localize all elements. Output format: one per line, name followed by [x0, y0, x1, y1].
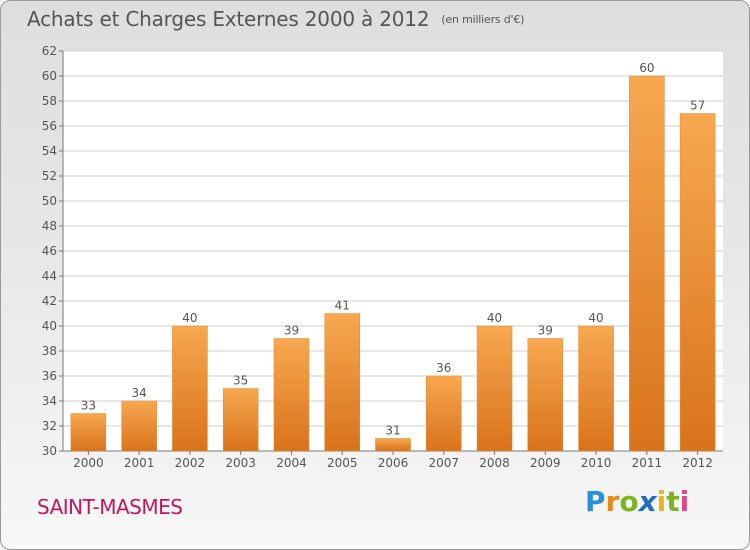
commune-name: SAINT-MASMES: [37, 495, 183, 519]
bar-2006: [375, 438, 411, 452]
bar-2012: [679, 113, 716, 452]
y-tick-label: 34: [42, 394, 57, 408]
x-tick-label-2001: 2001: [124, 456, 155, 470]
bar-2000: [70, 413, 107, 452]
proxiti-logo: Proxiti: [585, 485, 690, 518]
y-tick-label: 54: [42, 144, 57, 158]
x-tick-label-2010: 2010: [581, 456, 612, 470]
data-label-2000: 33: [81, 399, 96, 413]
y-tick-label: 38: [42, 344, 57, 358]
data-label-2005: 41: [335, 299, 350, 313]
chart-subtitle: (en milliers d'€): [441, 13, 525, 26]
y-tick-label: 62: [42, 44, 57, 58]
x-tick-label-2000: 2000: [73, 456, 104, 470]
chart-title: Achats et Charges Externes 2000 à 2012 (e…: [27, 7, 524, 31]
y-tick-label: 60: [42, 69, 57, 83]
bar-2009: [527, 338, 564, 452]
y-tick-label: 44: [42, 269, 57, 283]
data-label-2012: 57: [690, 99, 705, 113]
data-label-2001: 34: [132, 386, 147, 400]
x-tick-label-2008: 2008: [479, 456, 510, 470]
bar-2010: [578, 325, 614, 452]
bar-2002: [172, 325, 208, 452]
data-label-2004: 39: [284, 324, 299, 338]
x-tick-label-2007: 2007: [428, 456, 459, 470]
x-tick-label-2005: 2005: [327, 456, 358, 470]
x-tick-label-2002: 2002: [175, 456, 206, 470]
y-tick-label: 56: [42, 119, 57, 133]
bar-2011: [629, 75, 665, 452]
x-tick-label-2009: 2009: [530, 456, 561, 470]
data-label-2008: 40: [487, 311, 502, 325]
x-tick-label-2011: 2011: [632, 456, 663, 470]
x-tick-label-2006: 2006: [378, 456, 409, 470]
data-label-2002: 40: [182, 311, 197, 325]
y-tick-label: 36: [42, 369, 57, 383]
y-tick-label: 46: [42, 244, 57, 258]
y-tick-label: 32: [42, 419, 57, 433]
bar-2007: [426, 375, 462, 452]
bar-2004: [273, 338, 310, 452]
bar-2005: [324, 313, 360, 452]
bar-2001: [121, 400, 157, 452]
y-tick-label: 52: [42, 169, 57, 183]
y-tick-label: 48: [42, 219, 57, 233]
x-tick-label-2003: 2003: [225, 456, 256, 470]
y-tick-label: 42: [42, 294, 57, 308]
data-label-2003: 35: [233, 374, 248, 388]
data-label-2007: 36: [436, 361, 451, 375]
bar-2008: [476, 325, 513, 452]
y-tick-label: 58: [42, 94, 57, 108]
bar-2003: [222, 388, 259, 452]
x-tick-label-2012: 2012: [682, 456, 713, 470]
data-label-2011: 60: [639, 61, 654, 75]
chart-title-text: Achats et Charges Externes 2000 à 2012: [27, 7, 430, 31]
x-tick-label-2004: 2004: [276, 456, 307, 470]
y-tick-label: 40: [42, 319, 57, 333]
y-tick-label: 50: [42, 194, 57, 208]
data-label-2009: 39: [538, 324, 553, 338]
data-label-2010: 40: [588, 311, 603, 325]
data-label-2006: 31: [385, 424, 400, 438]
y-tick-label: 30: [42, 444, 57, 458]
